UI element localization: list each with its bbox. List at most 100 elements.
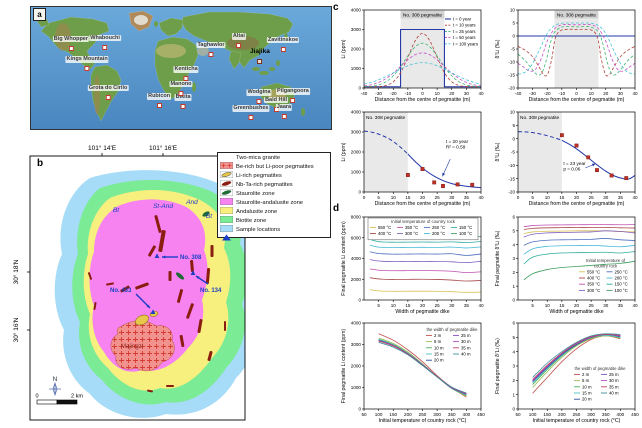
- svg-text:t = 0 year: t = 0 year: [453, 17, 472, 22]
- legend-label: Staurolite-andalusite zone: [236, 200, 304, 206]
- svg-text:0: 0: [358, 86, 361, 91]
- svg-text:Final pegmatite Li content (pp: Final pegmatite Li content (ppm): [341, 221, 347, 296]
- svg-text:30: 30: [618, 91, 624, 96]
- svg-text:150: 150: [543, 412, 551, 417]
- svg-text:Bt: Bt: [113, 207, 120, 214]
- panel-label-a: a: [33, 8, 46, 21]
- svg-text:350: 350: [602, 412, 610, 417]
- legend-label: Nb-Ta-rich pegmatites: [236, 182, 293, 188]
- svg-text:Distance from the centre of pe: Distance from the centre of pegmatite (m…: [529, 97, 625, 103]
- svg-text:Distance from the centre of pe: Distance from the centre of pegmatite (m…: [375, 201, 471, 207]
- svg-text:Majingzi: Majingzi: [121, 344, 143, 350]
- legend-item: Li-rich pegmatites: [219, 173, 328, 188]
- svg-text:550 °C: 550 °C: [378, 225, 391, 230]
- svg-text:Final pegmatite δ⁷Li (‰): Final pegmatite δ⁷Li (‰): [495, 338, 501, 394]
- deposit-marker-icon: [105, 94, 111, 100]
- svg-text:-15: -15: [508, 73, 515, 78]
- svg-text:100: 100: [529, 412, 537, 417]
- svg-text:25: 25: [435, 195, 441, 200]
- svg-text:40 m: 40 m: [461, 352, 471, 357]
- svg-text:25: 25: [435, 303, 441, 308]
- legend-swatch-icon: [219, 210, 234, 224]
- svg-text:6000: 6000: [351, 235, 362, 240]
- map-location-wodgina: Wodgina: [246, 80, 272, 105]
- svg-text:Width of pegmatite dike: Width of pegmatite dike: [395, 309, 449, 315]
- legend-swatch-icon: [220, 228, 233, 241]
- svg-text:2: 2: [512, 378, 515, 383]
- svg-text:0: 0: [512, 298, 515, 303]
- svg-text:50: 50: [361, 412, 367, 417]
- svg-text:150: 150: [389, 412, 397, 417]
- svg-text:40: 40: [632, 303, 638, 308]
- svg-text:0: 0: [358, 407, 361, 412]
- svg-text:450: 450: [477, 412, 485, 417]
- svg-text:Distance from the centre of pe: Distance from the centre of pegmatite (m…: [529, 201, 625, 207]
- svg-text:-20: -20: [508, 190, 515, 195]
- svg-text:30 m: 30 m: [609, 378, 619, 383]
- svg-text:5: 5: [531, 195, 534, 200]
- svg-text:200: 200: [558, 412, 566, 417]
- svg-text:10: 10: [391, 195, 397, 200]
- svg-text:200 °C: 200 °C: [615, 276, 628, 281]
- svg-text:0: 0: [35, 394, 38, 400]
- map-location-label: Manono: [169, 80, 193, 88]
- svg-text:20: 20: [449, 91, 455, 96]
- svg-text:35: 35: [618, 195, 624, 200]
- map-location-label: Jiajika: [249, 48, 270, 56]
- map-location-label: Pilgangoora: [276, 88, 310, 95]
- deposit-marker-icon: [248, 115, 254, 121]
- svg-text:40: 40: [478, 195, 484, 200]
- legend-swatch-icon: [219, 165, 234, 179]
- svg-text:30: 30: [449, 303, 455, 308]
- svg-text:20 m: 20 m: [434, 358, 444, 363]
- svg-text:5: 5: [377, 303, 380, 308]
- deposit-marker-icon: [257, 59, 263, 65]
- deposit-marker-icon: [84, 66, 90, 72]
- svg-text:Initial temperature of: Initial temperature of: [586, 258, 626, 263]
- svg-text:5: 5: [512, 335, 515, 340]
- svg-text:4000: 4000: [351, 256, 362, 261]
- svg-text:3000: 3000: [351, 130, 362, 135]
- legend-item: Staurolite zone: [219, 191, 328, 206]
- svg-text:350: 350: [448, 412, 456, 417]
- legend-swatch-icon: [219, 219, 234, 233]
- panel-label-b: b: [37, 158, 44, 169]
- map-location-zavitinskoe: Zavitinskoe: [266, 28, 300, 52]
- svg-text:400: 400: [463, 412, 471, 417]
- svg-text:3: 3: [512, 256, 515, 261]
- svg-text:8000: 8000: [351, 215, 362, 220]
- svg-text:-10: -10: [508, 163, 515, 168]
- svg-text:25: 25: [589, 195, 595, 200]
- svg-text:country rock: country rock: [594, 263, 618, 268]
- deposit-marker-icon: [280, 46, 286, 52]
- svg-text:0: 0: [358, 190, 361, 195]
- svg-text:101° 14'E: 101° 14'E: [88, 144, 117, 152]
- legend-label: Biotite zone: [236, 218, 267, 224]
- legend-item: Be-rich but Li-poor pegmatites: [219, 164, 328, 179]
- svg-text:40: 40: [478, 303, 484, 308]
- svg-text:40: 40: [632, 195, 638, 200]
- legend-label: Sample locations: [236, 227, 281, 233]
- svg-text:Initial temperature of country: Initial temperature of country rock: [391, 219, 456, 224]
- map-location-taghawlor: Taghawlor: [196, 33, 226, 57]
- svg-text:1: 1: [512, 284, 515, 289]
- svg-text:15: 15: [405, 195, 411, 200]
- svg-text:6: 6: [512, 321, 515, 326]
- svg-text:4: 4: [512, 349, 515, 354]
- svg-text:30° 18'N: 30° 18'N: [12, 259, 20, 284]
- legend-item: Staurolite-andalusite zone: [219, 200, 328, 215]
- svg-text:-30: -30: [375, 91, 382, 96]
- svg-text:101° 16'E: 101° 16'E: [149, 144, 178, 152]
- svg-text:-20: -20: [390, 91, 397, 96]
- svg-text:35: 35: [618, 303, 624, 308]
- svg-text:100: 100: [375, 412, 383, 417]
- svg-text:40: 40: [632, 91, 638, 96]
- svg-text:1: 1: [512, 392, 515, 397]
- geologic-map-panel: 101° 14'E 101° 16'E 30° 18'N 30° 16'N Bt St-A…: [6, 140, 338, 428]
- svg-text:10 m: 10 m: [582, 384, 592, 389]
- svg-text:300 °C: 300 °C: [587, 288, 600, 293]
- legend-label: Li-rich pegmatites: [236, 173, 282, 179]
- deposit-marker-icon: [183, 76, 189, 82]
- svg-text:Li (ppm): Li (ppm): [341, 142, 347, 161]
- svg-text:20: 20: [574, 303, 580, 308]
